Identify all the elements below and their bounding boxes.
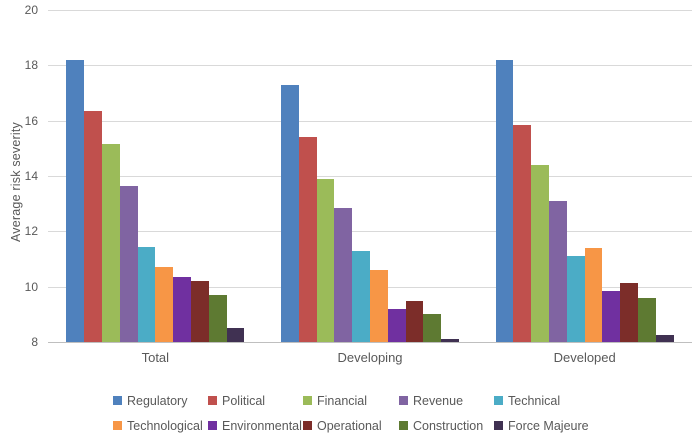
y-tick-label: 20 [24, 3, 38, 17]
bar-revenue [334, 207, 353, 342]
bar-force-majeure [655, 335, 674, 342]
bar-revenue [119, 185, 138, 342]
legend-item-technical: Technical [494, 394, 673, 408]
category-label-total: Total [141, 350, 170, 365]
bar-technical [352, 250, 370, 342]
legend-swatch-icon [208, 421, 217, 430]
bar-political [513, 124, 532, 342]
category-label-developed: Developed [553, 350, 616, 365]
bar-technical [566, 256, 585, 342]
legend-row: Regulatory Political Financial Revenue Techn… [113, 388, 673, 413]
legend-swatch-icon [113, 421, 122, 430]
x-axis-category-labels: Total Developing Developed [48, 350, 692, 365]
bar-construction [423, 314, 442, 342]
y-tick-label: 14 [24, 169, 38, 183]
legend-swatch-icon [113, 396, 122, 405]
bar-force-majeure [226, 328, 245, 342]
bar-financial [316, 178, 335, 342]
bar-force-majeure [441, 339, 459, 342]
category-label-developing: Developing [337, 350, 403, 365]
bar-environmental [602, 290, 621, 342]
bar-technical [137, 246, 156, 342]
gridline [48, 65, 692, 67]
bar-operational [405, 300, 424, 342]
legend-swatch-icon [208, 396, 217, 405]
gridline [48, 176, 692, 177]
bar-construction [638, 297, 656, 342]
legend-label: Technological [127, 418, 203, 433]
plot-area [48, 10, 692, 343]
bar-regulatory [281, 84, 299, 342]
legend-item-construction: Construction [399, 419, 494, 433]
legend-item-revenue: Revenue [399, 394, 494, 408]
bar-groups [48, 10, 692, 342]
y-tick-label: 8 [31, 335, 38, 349]
legend-label: Regulatory [127, 393, 188, 408]
bar-political [84, 111, 102, 342]
bar-financial [101, 144, 120, 342]
bar-technological [370, 270, 388, 342]
legend-label: Operational [317, 418, 382, 433]
legend-swatch-icon [494, 396, 503, 405]
bar-environmental [173, 277, 191, 342]
gridline [48, 10, 692, 11]
bar-operational [190, 281, 209, 342]
legend-label: Financial [317, 393, 368, 408]
bar-construction [208, 295, 227, 342]
bar-group-total [48, 10, 263, 342]
legend-item-financial: Financial [303, 394, 399, 408]
legend-label: Environmental [222, 418, 302, 433]
legend-swatch-icon [303, 396, 312, 405]
legend-swatch-icon [303, 421, 312, 430]
legend-row: Technological Environmental Operational Con… [113, 413, 673, 438]
bar-group-developing [263, 10, 478, 342]
bar-technological [155, 267, 174, 342]
legend-swatch-icon [494, 421, 503, 430]
legend-item-environmental: Environmental [208, 419, 303, 433]
y-tick-label: 10 [24, 279, 38, 294]
legend-item-operational: Operational [303, 419, 399, 433]
legend-label: Force Majeure [508, 418, 589, 433]
legend-swatch-icon [399, 421, 408, 430]
legend-label: Revenue [413, 393, 464, 408]
legend-item-force-majeure: Force Majeure [494, 419, 673, 433]
bar-group-developed [477, 10, 692, 342]
gridline [48, 231, 692, 233]
gridline [48, 120, 692, 122]
bar-political [298, 137, 317, 342]
legend-item-regulatory: Regulatory [113, 394, 208, 408]
bar-financial [531, 164, 550, 342]
legend: Regulatory Political Financial Revenue Techn… [113, 388, 673, 438]
bar-environmental [387, 308, 406, 342]
bar-operational [620, 282, 639, 342]
legend-item-technological: Technological [113, 419, 208, 433]
legend-item-political: Political [208, 394, 303, 408]
legend-label: Technical [508, 393, 561, 408]
y-tick-label: 18 [24, 58, 38, 73]
y-tick-label: 12 [24, 224, 38, 239]
bar-regulatory [66, 59, 85, 342]
bar-regulatory [495, 59, 514, 342]
bar-technological [584, 247, 603, 342]
legend-label: Political [222, 393, 266, 408]
y-tick-label: 16 [24, 113, 38, 128]
legend-label: Construction [413, 418, 484, 433]
bar-revenue [549, 200, 567, 342]
legend-swatch-icon [399, 396, 408, 405]
